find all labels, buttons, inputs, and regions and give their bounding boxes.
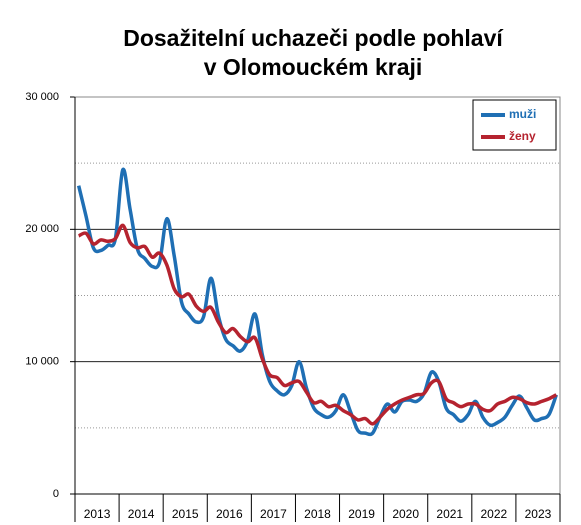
x-tick-label: 2014 [128,507,155,521]
legend-label: muži [509,107,536,121]
x-tick-label: 2013 [84,507,111,521]
y-tick-label: 0 [53,488,59,500]
legend-box [472,99,557,151]
x-tick-label: 2018 [304,507,331,521]
x-tick-label: 2021 [436,507,463,521]
x-tick-label: 2020 [392,507,419,521]
y-tick-label: 10 000 [25,356,59,368]
x-tick-label: 2019 [348,507,375,521]
x-tick-label: 2023 [525,507,552,521]
y-tick-label: 30 000 [25,91,59,103]
data-line [77,223,558,426]
data-line [76,167,558,437]
x-tick-label: 2017 [260,507,287,521]
y-tick-label: 20 000 [25,223,59,235]
x-tick-label: 2022 [481,507,508,521]
legend-label: ženy [509,129,536,143]
x-tick-label: 2015 [172,507,199,521]
chart-title: Dosažitelní uchazeči podle pohlaví [123,25,504,51]
x-tick-label: 2016 [216,507,243,521]
chart-title: v Olomouckém kraji [204,54,423,80]
